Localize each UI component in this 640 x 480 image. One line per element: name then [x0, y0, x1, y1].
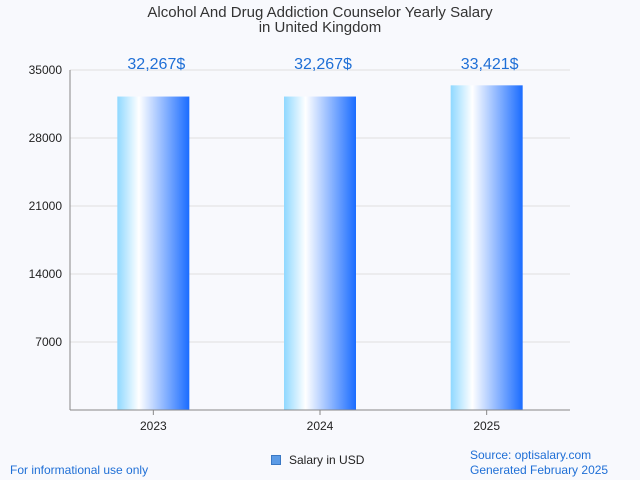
y-tick-label: 21000 [29, 199, 63, 213]
data-label: 32,267$ [127, 56, 185, 73]
y-tick-label: 35000 [29, 63, 63, 77]
source-text: Source: optisalary.com [470, 448, 592, 462]
x-tick-label: 2023 [140, 419, 167, 433]
x-tick-label: 2025 [473, 419, 500, 433]
data-label: 33,421$ [461, 56, 519, 73]
data-label: 32,267$ [294, 56, 352, 73]
chart-title-line-2: in United Kingdom [258, 19, 382, 36]
bar-2025 [450, 85, 523, 410]
legend-label: Salary in USD [289, 453, 365, 467]
chart-title-line-1: Alcohol And Drug Addiction Counselor Yea… [147, 4, 493, 21]
generated-date-text: Generated February 2025 [470, 463, 609, 477]
bar-2023 [117, 96, 190, 411]
y-tick-label: 14000 [29, 267, 63, 281]
y-tick-label: 28000 [29, 131, 63, 145]
disclaimer-text: For informational use only [10, 463, 149, 477]
x-tick-label: 2024 [307, 419, 334, 433]
chart-legend: Salary in USD [271, 453, 364, 467]
bar-2024 [284, 96, 356, 411]
legend-swatch [271, 455, 281, 465]
y-tick-label: 7000 [35, 335, 62, 349]
